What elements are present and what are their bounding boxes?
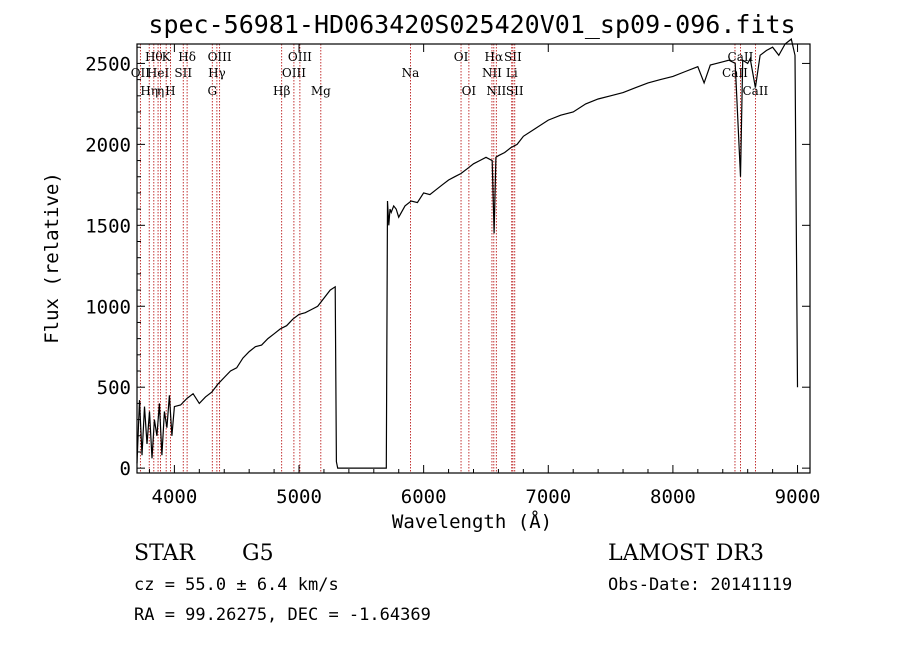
line-mark-label: SII (506, 84, 524, 98)
object-subclass: G5 (242, 541, 274, 566)
y-tick-label: 0 (120, 458, 131, 480)
line-mark-label: SII (504, 50, 522, 64)
y-axis-ticks: 0 500 1000 1500 2000 2500 (85, 46, 810, 480)
line-mark-label: Mg (311, 84, 331, 98)
x-tick-label: 9000 (775, 486, 821, 508)
line-mark-label: η (157, 84, 164, 98)
line-mark-label: G (207, 84, 217, 98)
line-mark-label: Li (506, 66, 518, 80)
line-mark-label: CaII (728, 50, 754, 64)
line-mark-label: OIII (208, 50, 232, 64)
line-mark-label: OI (462, 84, 477, 98)
x-tick-label: 8000 (650, 486, 696, 508)
x-tick-label: 5000 (276, 486, 322, 508)
y-tick-label: 2500 (85, 53, 131, 75)
survey-name: LAMOST DR3 (608, 541, 764, 566)
spectrum-line (136, 38, 799, 469)
object-class: STAR (134, 541, 196, 566)
line-mark-label: OII (131, 66, 151, 80)
observation-date: Obs-Date: 20141119 (608, 575, 792, 595)
line-mark-label: HeI (147, 66, 170, 80)
line-mark-label: H (165, 84, 175, 98)
line-mark-label: Hβ (273, 84, 290, 98)
x-tick-label: 6000 (401, 486, 447, 508)
coordinates: RA = 99.26275, DEC = -1.64369 (134, 605, 431, 625)
y-tick-label: 1500 (85, 215, 131, 237)
plot-frame (136, 43, 811, 474)
line-mark-label: Hη (140, 84, 158, 98)
line-mark-label: K (162, 50, 172, 64)
line-mark-label: Hγ (208, 66, 226, 80)
x-axis-label: Wavelength (Å) (392, 510, 552, 533)
chart-title: spec-56981-HD063420S025420V01_sp09-096.f… (148, 10, 795, 39)
x-tick-label: 4000 (152, 486, 198, 508)
line-mark-label: NII (486, 84, 506, 98)
line-mark-label: OI (454, 50, 469, 64)
line-mark-label: CaII (742, 84, 768, 98)
x-tick-label: 7000 (525, 486, 571, 508)
y-tick-label: 1000 (85, 296, 131, 318)
line-mark-label: Na (402, 66, 420, 80)
line-mark-label: Hδ (178, 50, 196, 64)
line-marks: OII Hη Hθ HeI η K H SII Hδ G Hγ OIII Hβ OIII OIII Mg Na O… (131, 44, 769, 473)
line-mark-label: Hθ (145, 50, 163, 64)
y-tick-label: 2000 (85, 134, 131, 156)
line-mark-label: OIII (282, 66, 306, 80)
line-mark-label: NII (482, 66, 502, 80)
redshift-cz: cz = 55.0 ± 6.4 km/s (134, 575, 339, 595)
y-axis-label: Flux (relative) (41, 172, 63, 344)
x-axis-ticks: 4000 5000 6000 7000 8000 9000 (148, 44, 821, 508)
line-mark-label: SII (174, 66, 192, 80)
line-mark-label: Hα (485, 50, 504, 64)
y-tick-label: 500 (97, 377, 131, 399)
line-mark-label: OIII (288, 50, 312, 64)
